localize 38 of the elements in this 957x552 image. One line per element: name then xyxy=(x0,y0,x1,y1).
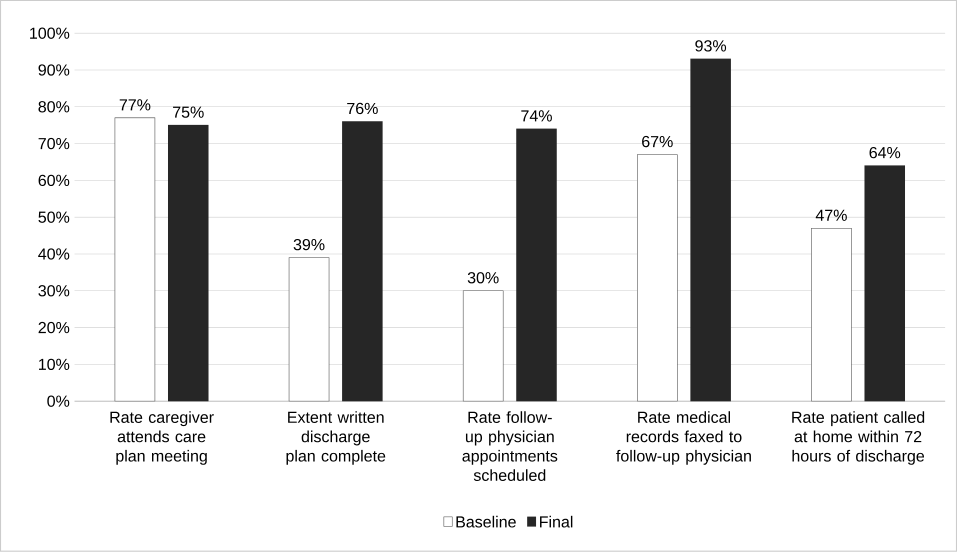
x-tick-label: Extent written discharge plan complete xyxy=(286,411,386,465)
bar xyxy=(690,58,731,402)
bar xyxy=(288,258,330,402)
bar xyxy=(516,128,557,402)
bar xyxy=(168,125,209,402)
x-tick-label: Rate patient called at home within 72 hours of discharge xyxy=(792,411,924,465)
x-tick-label: Rate caregiver attends care plan meeting xyxy=(110,411,214,465)
data-label: 75% xyxy=(173,106,204,118)
y-tick-label: 0% xyxy=(47,396,70,407)
y-tick-label: 10% xyxy=(39,358,70,370)
legend-label: Baseline xyxy=(456,516,516,528)
bar xyxy=(114,118,156,402)
x-tick-label: Rate medical records faxed to follow-up physician xyxy=(616,411,751,465)
y-tick-label: 20% xyxy=(38,322,70,334)
data-label: 93% xyxy=(695,40,726,52)
data-label: 47% xyxy=(816,210,847,221)
y-tick-label: 90% xyxy=(38,64,70,76)
data-label: 74% xyxy=(521,110,552,122)
y-tick-label: 80% xyxy=(38,101,70,113)
data-label: 39% xyxy=(294,239,324,250)
data-label: 64% xyxy=(870,147,900,158)
bar xyxy=(342,121,383,402)
bar xyxy=(811,228,852,402)
y-tick-label: 50% xyxy=(38,212,70,223)
data-label: 67% xyxy=(642,136,673,148)
data-label: 30% xyxy=(468,272,499,284)
y-tick-label: 60% xyxy=(38,174,70,186)
x-tick-label: Rate follow-up physician appointments scheduled xyxy=(462,411,558,482)
data-label: 76% xyxy=(347,102,378,114)
data-label: 77% xyxy=(120,99,150,111)
bar xyxy=(864,166,906,402)
y-tick-label: 100% xyxy=(30,28,70,39)
bar xyxy=(637,154,678,402)
y-tick-label: 40% xyxy=(38,248,70,260)
bar xyxy=(462,290,504,402)
legend-label: Final xyxy=(540,516,572,528)
y-tick-label: 30% xyxy=(38,285,70,297)
y-tick-label: 70% xyxy=(38,138,70,150)
